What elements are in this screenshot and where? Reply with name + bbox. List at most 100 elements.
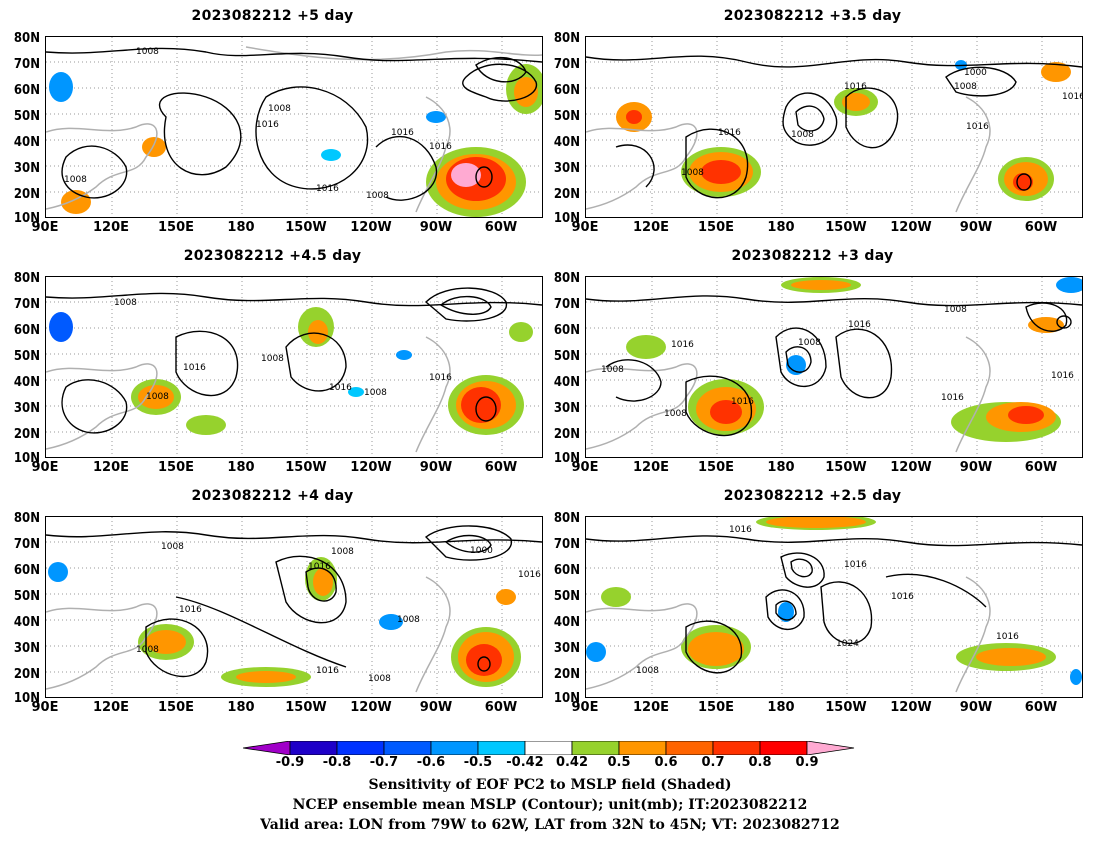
map-area: 1008 1008 1016 1016 1016 1016 1008 1008	[45, 36, 543, 218]
svg-text:1016: 1016	[731, 397, 754, 407]
sensitivity-shading	[626, 277, 1082, 442]
colorbar-tick: -0.8	[322, 755, 352, 770]
svg-text:1016: 1016	[844, 560, 867, 570]
colorbar-tick: -0.9	[275, 755, 305, 770]
svg-text:1008: 1008	[681, 168, 704, 178]
colorbar-cell	[665, 741, 714, 755]
colorbar-tick: -0.7	[369, 755, 399, 770]
svg-text:1008: 1008	[268, 104, 291, 114]
svg-text:1016: 1016	[429, 373, 452, 383]
map-area: 1008 1008 1016 1016 1008 1016 1008	[45, 276, 543, 458]
map-area: 1000 1008 1016 1016 1008 1016 1008 1016	[585, 36, 1083, 218]
svg-text:1016: 1016	[1051, 371, 1074, 381]
svg-text:1016: 1016	[391, 128, 414, 138]
svg-text:1016: 1016	[308, 562, 331, 572]
colorbar-tick: 0.7	[701, 755, 725, 770]
mslp-contours	[46, 525, 542, 678]
map-plot: 1008 1008 1016 1000 1016 1016 1008 1008 …	[46, 517, 542, 697]
svg-text:1016: 1016	[429, 142, 452, 152]
svg-text:1016: 1016	[996, 632, 1019, 642]
mslp-contours	[586, 295, 1082, 437]
svg-text:1024: 1024	[836, 639, 859, 649]
map-area: 1008 1008 1016 1000 1016 1016 1008 1008 …	[45, 516, 543, 698]
panel-title: 2023082212 +5 day	[191, 8, 354, 24]
colorbar-tick-labels: -0.9 -0.8 -0.7 -0.6 -0.5 -0.42 0.42 0.5 …	[0, 755, 1100, 773]
map-panel-3: 2023082212 +4.5 day	[0, 248, 545, 488]
svg-text:1008: 1008	[791, 130, 814, 140]
map-panel-2: 2023082212 +3.5 day	[540, 8, 1085, 248]
svg-text:1016: 1016	[729, 525, 752, 535]
colorbar-cell	[477, 741, 526, 755]
map-area: 1016 1016 1016 1024 1016 1008	[585, 516, 1083, 698]
colorbar-cell	[383, 741, 432, 755]
sensitivity-shading	[616, 60, 1071, 201]
svg-text:1008: 1008	[161, 542, 184, 552]
svg-text:1008: 1008	[601, 365, 624, 375]
colorbar-cell	[289, 741, 338, 755]
svg-text:1008: 1008	[944, 305, 967, 315]
svg-text:1016: 1016	[183, 363, 206, 373]
panel-title: 2023082212 +4 day	[191, 488, 354, 504]
caption-line-3: Valid area: LON from 79W to 62W, LAT fro…	[260, 817, 840, 833]
colorbar-tick: -0.6	[416, 755, 446, 770]
map-panel-6: 2023082212 +2.5 day	[540, 488, 1085, 728]
map-plot: 1016 1008 1016 1008 1016 1008 1016 1016 …	[586, 277, 1082, 457]
svg-text:1008: 1008	[114, 298, 137, 308]
svg-text:1016: 1016	[941, 393, 964, 403]
map-panel-5: 2023082212 +4 day	[0, 488, 545, 728]
colorbar-tick: -0.42	[506, 755, 544, 770]
svg-text:1008: 1008	[136, 47, 159, 57]
colorbar-tick: 0.8	[748, 755, 772, 770]
colorbar-cell	[618, 741, 667, 755]
svg-text:1016: 1016	[518, 570, 541, 580]
panel-title: 2023082212 +2.5 day	[723, 488, 902, 504]
svg-text:1008: 1008	[366, 191, 389, 201]
mslp-contours	[586, 55, 1082, 199]
svg-text:1008: 1008	[146, 392, 169, 402]
svg-text:1008: 1008	[664, 409, 687, 419]
colorbar-cell	[524, 741, 573, 755]
svg-text:1016: 1016	[844, 82, 867, 92]
mslp-contours	[46, 47, 542, 201]
colorbar	[243, 741, 855, 755]
panel-title: 2023082212 +3.5 day	[723, 8, 902, 24]
svg-text:1008: 1008	[954, 82, 977, 92]
sensitivity-shading	[48, 557, 521, 687]
svg-text:1016: 1016	[718, 128, 741, 138]
colorbar-tick: 0.42	[555, 755, 589, 770]
colorbar-tick: -0.5	[463, 755, 493, 770]
colorbar-cell	[336, 741, 385, 755]
sensitivity-shading	[586, 517, 1082, 685]
svg-text:1008: 1008	[397, 615, 420, 625]
colorbar-cell	[430, 741, 479, 755]
colorbar-cell	[571, 741, 620, 755]
svg-text:1008: 1008	[261, 354, 284, 364]
map-area: 1016 1008 1016 1008 1016 1008 1016 1016 …	[585, 276, 1083, 458]
svg-text:1016: 1016	[316, 184, 339, 194]
colorbar-cell	[243, 741, 291, 755]
svg-text:1016: 1016	[1062, 92, 1082, 102]
svg-text:1008: 1008	[136, 645, 159, 655]
sensitivity-shading	[49, 307, 533, 435]
svg-text:1008: 1008	[331, 547, 354, 557]
svg-text:1008: 1008	[636, 666, 659, 676]
panel-title: 2023082212 +3 day	[731, 248, 894, 264]
caption-line-1: Sensitivity of EOF PC2 to MSLP field (Sh…	[368, 777, 732, 793]
svg-text:1000: 1000	[470, 546, 493, 556]
svg-text:1016: 1016	[966, 122, 989, 132]
mslp-contours	[46, 287, 542, 434]
map-plot: 1008 1008 1016 1016 1008 1016 1008	[46, 277, 542, 457]
map-panel-4: 2023082212 +3 day	[540, 248, 1085, 488]
svg-text:1008: 1008	[364, 388, 387, 398]
svg-text:1016: 1016	[891, 592, 914, 602]
colorbar-tick: 0.9	[795, 755, 819, 770]
colorbar-cell	[712, 741, 761, 755]
svg-text:1016: 1016	[671, 340, 694, 350]
svg-text:1016: 1016	[316, 666, 339, 676]
map-plot: 1000 1008 1016 1016 1008 1016 1008 1016	[586, 37, 1082, 217]
svg-text:1008: 1008	[368, 674, 391, 684]
colorbar-cell	[806, 741, 855, 755]
svg-text:1016: 1016	[329, 383, 352, 393]
caption-line-2: NCEP ensemble mean MSLP (Contour); unit(…	[292, 797, 808, 813]
svg-text:1008: 1008	[798, 338, 821, 348]
